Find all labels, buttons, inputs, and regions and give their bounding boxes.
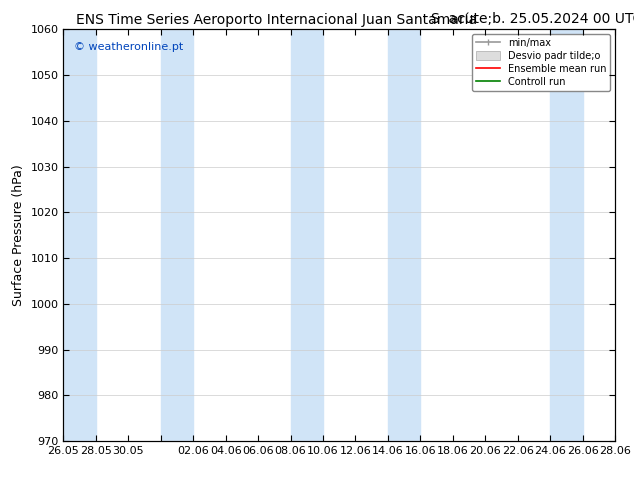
Text: S  acute;b. 25.05.2024 00 UTC: S acute;b. 25.05.2024 00 UTC [431,12,634,26]
Y-axis label: Surface Pressure (hPa): Surface Pressure (hPa) [12,164,25,306]
Bar [388,29,420,441]
Bar [63,29,96,441]
Legend: min/max, Desvio padr tilde;o, Ensemble mean run, Controll run: min/max, Desvio padr tilde;o, Ensemble m… [472,34,610,91]
Text: © weatheronline.pt: © weatheronline.pt [74,42,184,52]
Bar [550,29,583,441]
Bar [161,29,193,441]
Text: ENS Time Series Aeroporto Internacional Juan Santamaría: ENS Time Series Aeroporto Internacional … [76,12,477,27]
Bar [290,29,323,441]
